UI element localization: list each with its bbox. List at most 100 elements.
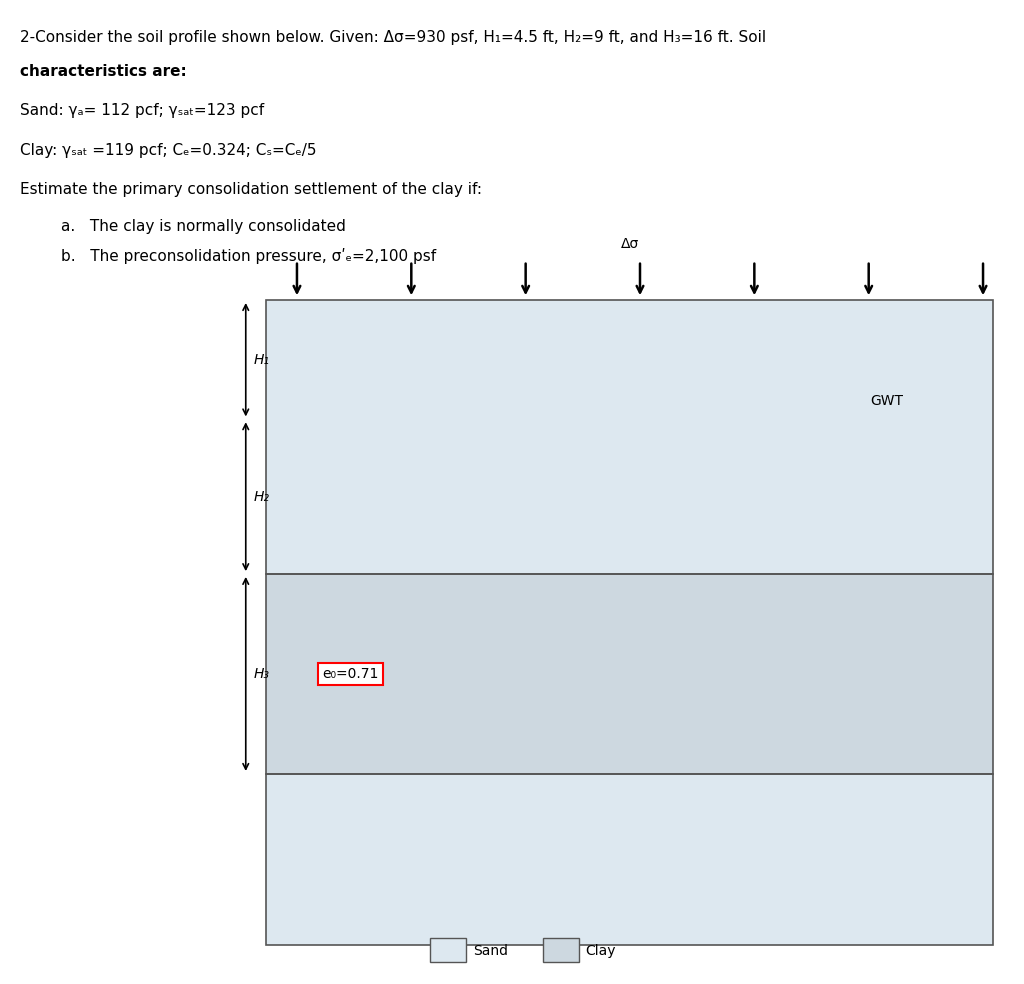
- Point: [710, 511, 726, 526]
- Point: [629, 466, 645, 482]
- Point: [777, 365, 794, 381]
- Point: [658, 537, 675, 553]
- Point: [605, 805, 622, 821]
- Point: [620, 834, 636, 850]
- Point: [823, 812, 840, 828]
- Point: [378, 794, 394, 810]
- Point: [918, 519, 934, 534]
- Point: [721, 544, 737, 560]
- Point: [255, 421, 271, 437]
- Point: [886, 428, 902, 444]
- Point: [909, 926, 926, 942]
- Point: [878, 396, 894, 411]
- Point: [689, 806, 706, 822]
- Point: [865, 814, 882, 830]
- Point: [251, 537, 267, 553]
- Point: [860, 904, 877, 920]
- Point: [828, 381, 845, 397]
- Point: [754, 874, 770, 890]
- Point: [906, 371, 923, 387]
- Point: [684, 784, 700, 800]
- Point: [695, 921, 712, 937]
- Point: [508, 531, 524, 547]
- Point: [738, 486, 755, 502]
- Point: [568, 443, 585, 459]
- Point: [754, 848, 770, 864]
- Point: [480, 797, 497, 813]
- Point: [546, 895, 562, 911]
- Point: [480, 784, 497, 800]
- Point: [717, 530, 733, 546]
- Point: [869, 901, 886, 917]
- Point: [488, 816, 505, 831]
- Point: [376, 395, 392, 410]
- Point: [373, 517, 389, 532]
- Point: [833, 424, 849, 440]
- Point: [815, 489, 831, 505]
- Point: [261, 519, 278, 534]
- Point: [900, 443, 916, 459]
- Point: [869, 365, 886, 381]
- Point: [620, 809, 636, 825]
- Point: [352, 842, 369, 858]
- Point: [347, 529, 364, 545]
- Point: [783, 460, 800, 475]
- Point: [567, 823, 584, 838]
- Point: [825, 372, 842, 388]
- Point: [286, 333, 302, 348]
- Point: [626, 787, 642, 803]
- Point: [327, 909, 343, 925]
- Point: [358, 488, 375, 504]
- Point: [712, 550, 728, 566]
- Point: [646, 347, 663, 363]
- Point: [848, 492, 864, 508]
- Point: [542, 406, 558, 422]
- Point: [769, 912, 785, 928]
- Point: [797, 433, 813, 449]
- Point: [479, 309, 496, 325]
- Point: [336, 491, 352, 507]
- Point: [540, 790, 556, 806]
- Point: [797, 506, 813, 522]
- Point: [438, 461, 455, 477]
- Point: [771, 334, 787, 349]
- Point: [748, 522, 764, 537]
- Point: [360, 897, 377, 913]
- Point: [578, 430, 594, 446]
- Point: [590, 552, 606, 568]
- Point: [354, 374, 371, 390]
- Point: [754, 400, 770, 416]
- Point: [528, 783, 545, 799]
- Point: [646, 903, 663, 919]
- Point: [856, 535, 872, 551]
- Point: [616, 406, 633, 422]
- Point: [815, 384, 831, 400]
- Point: [652, 801, 669, 817]
- Point: [825, 811, 842, 827]
- Point: [784, 496, 801, 512]
- Point: [802, 338, 818, 354]
- Point: [914, 902, 931, 918]
- Point: [804, 444, 820, 460]
- Point: [775, 521, 792, 536]
- Point: [391, 332, 408, 347]
- Point: [293, 834, 309, 850]
- Point: [846, 467, 862, 483]
- Point: [650, 458, 667, 473]
- Point: [643, 525, 659, 541]
- Point: [297, 419, 313, 435]
- Point: [804, 526, 820, 542]
- Point: [494, 908, 510, 924]
- Point: [305, 889, 322, 904]
- Point: [699, 877, 716, 892]
- Point: [357, 312, 374, 328]
- Point: [512, 840, 528, 856]
- Point: [607, 461, 624, 477]
- Point: [504, 819, 520, 834]
- Point: [390, 368, 407, 384]
- Point: [381, 447, 397, 462]
- Point: [248, 527, 264, 543]
- Point: [554, 788, 570, 804]
- Point: [741, 441, 758, 457]
- Point: [684, 797, 700, 813]
